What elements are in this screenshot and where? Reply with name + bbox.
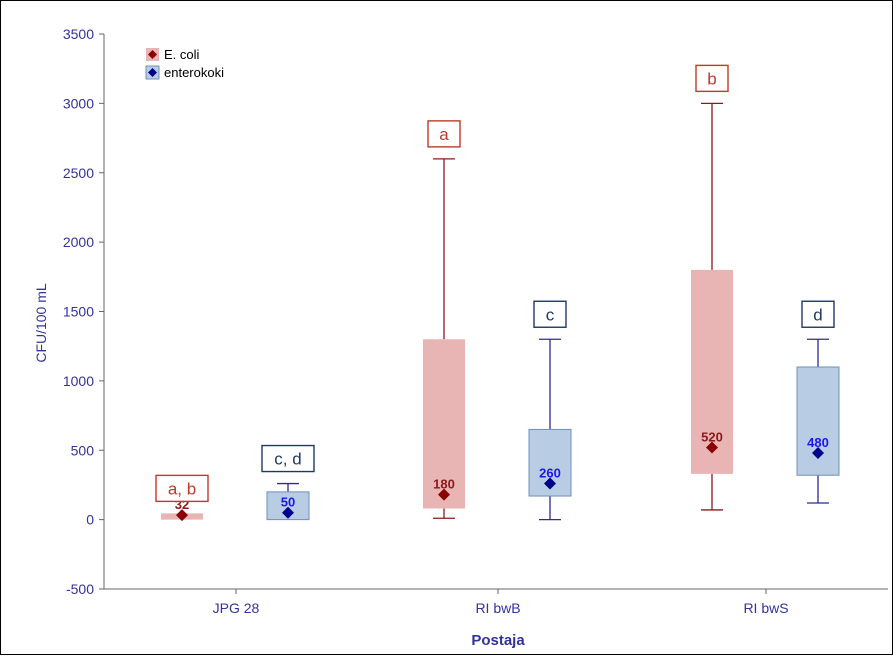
legend-label: enterokoki [164, 65, 224, 80]
y-tick-label: 1000 [63, 373, 94, 389]
y-tick-label: 2000 [63, 234, 94, 250]
median-marker [544, 477, 556, 490]
group-label: b [707, 69, 716, 88]
group-label: d [813, 305, 822, 324]
x-tick-label: RI bwS [743, 600, 788, 616]
legend-marker [148, 68, 157, 77]
group-label: c [546, 305, 555, 324]
y-tick-label: 2500 [63, 165, 94, 181]
group-label-box [427, 120, 461, 148]
y-tick-label: 500 [71, 442, 95, 458]
y-tick-label: 3500 [63, 26, 94, 42]
group-label-box [533, 300, 567, 328]
group-label-box [801, 300, 835, 328]
legend-marker [148, 50, 157, 59]
median-marker [812, 447, 824, 460]
y-tick-label: 3000 [63, 95, 94, 111]
ecoli-box [423, 339, 465, 509]
group-label: c, d [274, 450, 301, 469]
y-tick-label: 0 [86, 512, 94, 528]
y-axis-label: CFU/100 mL [33, 283, 49, 363]
x-tick-label: JPG 28 [213, 600, 260, 616]
legend-label: E. coli [164, 47, 200, 62]
median-data-label: 260 [539, 466, 561, 481]
group-label: a [439, 125, 449, 144]
group-label-box [261, 444, 315, 473]
median-data-label: 520 [701, 429, 723, 444]
x-tick-label: RI bwB [475, 600, 520, 616]
x-axis-label: Postaja [471, 632, 525, 649]
y-tick-label: 1500 [63, 304, 94, 320]
median-marker [438, 488, 450, 501]
median-marker [282, 506, 294, 519]
ecoli-box [691, 269, 733, 474]
median-data-label: 50 [281, 495, 295, 510]
median-marker [176, 509, 188, 522]
group-label-box [695, 64, 729, 93]
group-label: a, b [168, 479, 196, 498]
median-data-label: 480 [807, 435, 829, 450]
median-data-label: 180 [433, 477, 455, 492]
y-tick-label: -500 [66, 581, 94, 597]
median-marker [706, 441, 718, 454]
group-label-box [155, 474, 209, 503]
